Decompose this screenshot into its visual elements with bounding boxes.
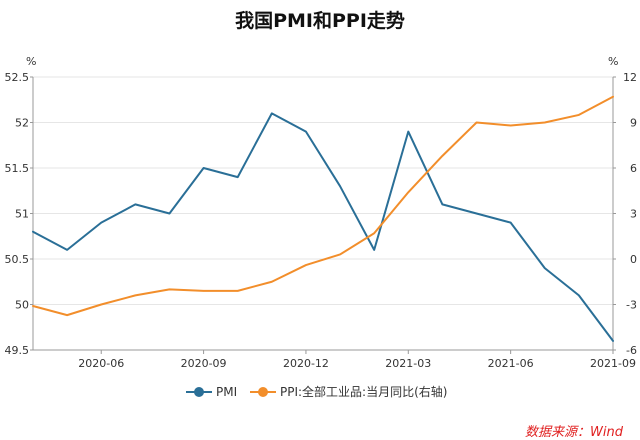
left-tick-label: 51.5 [5,162,30,175]
x-tick-label: 2021-09 [590,357,636,370]
gridlines [33,76,613,305]
x-tick-label: 2020-12 [283,357,329,370]
right-tick-label: 12 [623,71,637,84]
left-tick-label: 52.5 [5,71,30,84]
data-source: 数据来源：Wind [525,425,624,440]
right-axis-unit: % [608,55,618,68]
left-tick-label: 49.5 [5,344,30,357]
x-tick-label: 2020-09 [181,357,227,370]
chart-title: 我国PMI和PPI走势 [235,9,405,32]
left-tick-label: 52 [15,117,29,130]
legend-pmi-marker [194,387,204,397]
right-tick-label: 3 [630,208,637,221]
legend-ppi-label: PPI:全部工业品:当月同比(右轴) [280,384,447,399]
legend[interactable]: PMI PPI:全部工业品:当月同比(右轴) [186,384,447,399]
axes [30,76,616,354]
left-axis-unit: % [26,55,36,68]
series-pmi-line [32,112,614,342]
left-tick-label: 50 [15,299,29,312]
right-tick-label: 9 [630,117,637,130]
right-tick-label: -3 [626,299,637,312]
x-tick-label: 2021-03 [385,357,431,370]
right-tick-label: 6 [630,162,637,175]
left-tick-label: 50.5 [5,253,30,266]
left-tick-label: 51 [15,208,29,221]
series-ppi-line [32,95,614,317]
x-tick-label: 2020-06 [78,357,124,370]
x-tick-label: 2021-06 [488,357,534,370]
tick-labels: 49.5 50 50.5 51 51.5 52 52.5 -6 -3 0 3 6 9 12 2020-06 2… [5,71,638,370]
legend-ppi-marker [258,387,268,397]
series-lines [32,95,614,342]
right-tick-label: -6 [626,344,637,357]
right-tick-label: 0 [630,253,637,266]
legend-pmi-label: PMI [216,385,237,399]
